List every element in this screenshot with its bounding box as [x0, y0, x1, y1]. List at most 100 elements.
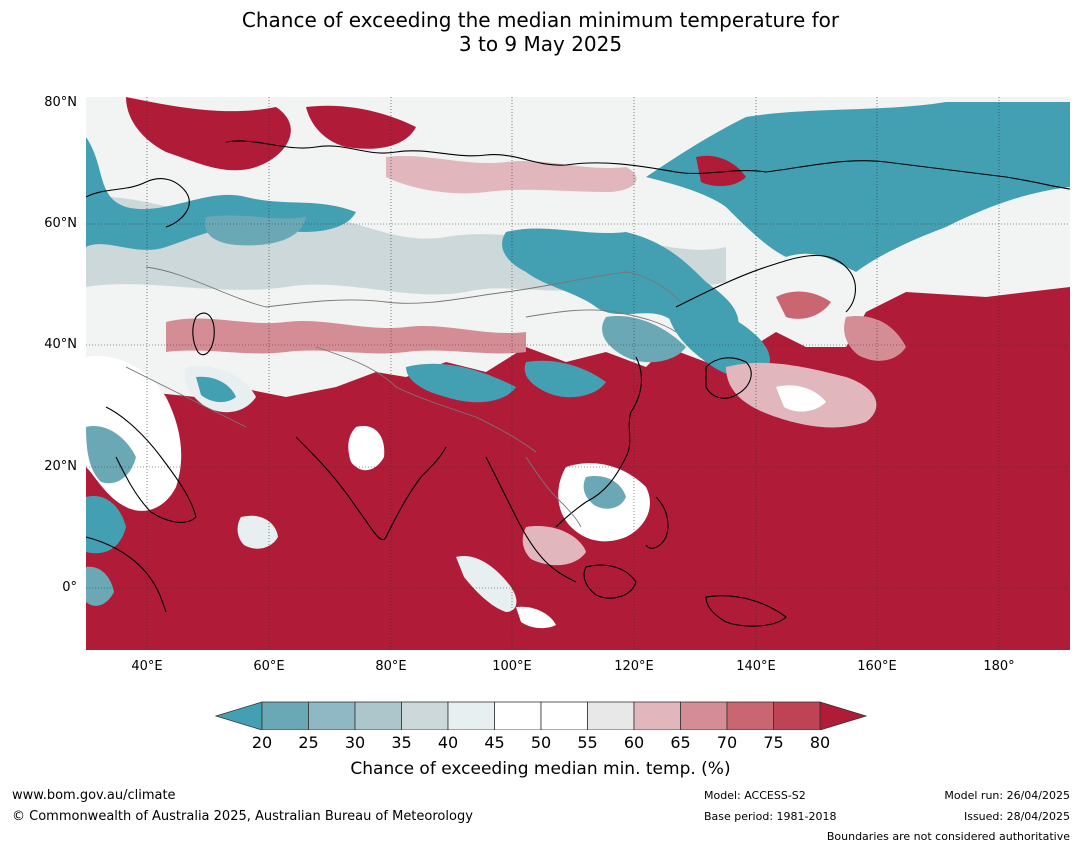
- footer-url[interactable]: www.bom.gov.au/climate: [12, 788, 176, 803]
- border-russia-south: [145, 266, 682, 308]
- colorbar-segment: [773, 701, 821, 730]
- colorbar-segments: [214, 701, 868, 730]
- zone-moderate-central-asia: [166, 318, 526, 354]
- title-line-2: 3 to 9 May 2025: [458, 32, 623, 56]
- zone-low-east-africa: [86, 496, 126, 554]
- lon-label-80e: 80°E: [375, 659, 407, 674]
- lon-label-140e: 140°E: [736, 659, 776, 674]
- coast-philippines: [645, 496, 669, 549]
- coast-africa: [86, 536, 167, 613]
- zone-high-kamchatka: [776, 291, 831, 319]
- colorbar-tick-label: 30: [344, 733, 366, 752]
- zone-moderate-north: [386, 155, 637, 194]
- border-mongolia: [525, 309, 677, 333]
- zone-low-east-siberia: [646, 102, 1070, 272]
- colorbar-label: Chance of exceeding median min. temp. (%…: [350, 759, 731, 779]
- colorbar-tick-label: 80: [809, 733, 831, 752]
- colorbar-segment: [633, 701, 681, 730]
- borders: [125, 266, 682, 528]
- colorbar-segment: [680, 701, 728, 730]
- coast-new-guinea: [705, 595, 787, 627]
- lat-label-80n: 80°N: [44, 95, 77, 110]
- coastlines: [86, 140, 1070, 627]
- colorbar-over-extension: [819, 701, 868, 730]
- colorbar-segment: [587, 701, 635, 730]
- coast-pacific-russia: [675, 254, 856, 313]
- chart-title: Chance of exceeding the median minimum t…: [0, 8, 1081, 56]
- colorbar-segment: [261, 701, 309, 730]
- lon-label-180: 180°: [983, 659, 1015, 674]
- colorbar-tick-label: 55: [577, 733, 598, 752]
- zone-neutral-sumatra: [456, 556, 517, 612]
- footer-model-run: Model run: 26/04/2025: [944, 789, 1070, 802]
- colorbar-segment: [494, 701, 542, 730]
- coast-korea-china: [555, 356, 642, 528]
- title-line-1: Chance of exceeding the median minimum t…: [241, 8, 840, 32]
- colorbar-tick-label: 75: [763, 733, 784, 752]
- border-middle-east: [125, 366, 247, 428]
- zone-low-arabia: [86, 426, 136, 484]
- footer-issued: Issued: 28/04/2025: [963, 810, 1070, 823]
- zone-high-siberia-east: [696, 155, 746, 187]
- colorbar-tick-label: 60: [623, 733, 645, 752]
- zone-low-manchuria: [666, 305, 770, 378]
- zone-neutral-india-2: [237, 515, 278, 549]
- footer-model: Model: ACCESS-S2: [704, 789, 806, 802]
- lat-label-0: 0°: [62, 580, 77, 595]
- colorbar-segment: [540, 701, 588, 730]
- lon-label-120e: 120°E: [614, 659, 654, 674]
- zone-high-scandinavia: [126, 97, 291, 171]
- zone-low-south-china-sea: [583, 476, 626, 509]
- footer-disclaimer: Boundaries are not considered authoritat…: [826, 830, 1070, 843]
- zone-low-persia: [196, 376, 236, 403]
- zone-low-tibet: [406, 363, 516, 403]
- lon-label-40e: 40°E: [131, 659, 163, 674]
- footer-copyright: © Commonwealth of Australia 2025, Austra…: [12, 809, 473, 824]
- coast-scandinavia: [86, 178, 190, 228]
- colorbar-segment: [401, 701, 449, 730]
- colorbar-segment: [308, 701, 356, 730]
- colorbar-under-extension: [214, 701, 263, 730]
- zone-neutral-java: [516, 606, 556, 629]
- coast-arctic: [225, 140, 1070, 190]
- coast-caspian: [192, 312, 215, 356]
- border-china-west: [315, 346, 537, 453]
- zone-neutral-india: [348, 426, 385, 471]
- colorbar-tick-label: 45: [484, 733, 505, 752]
- colorbar-segment: [447, 701, 495, 730]
- colorbar-segment: [354, 701, 402, 730]
- map-canvas: [86, 97, 1070, 650]
- coast-india: [295, 436, 447, 540]
- zone-high-north-russia: [306, 105, 416, 149]
- colorbar-tick-label: 25: [298, 733, 319, 752]
- zone-low-urals: [205, 215, 306, 246]
- lon-label-60e: 60°E: [253, 659, 285, 674]
- lat-label-20n: 20°N: [44, 459, 77, 474]
- zone-moderate-pacific-east: [844, 316, 906, 361]
- zone-neutral-pacific: [776, 385, 826, 412]
- border-indochina: [525, 456, 582, 528]
- coast-japan: [705, 357, 752, 399]
- colorbar-tick-label: 20: [251, 733, 273, 752]
- lat-label-60n: 60°N: [44, 216, 77, 231]
- coast-borneo: [583, 564, 637, 599]
- lon-label-100e: 100°E: [492, 659, 532, 674]
- colorbar-tick-label: 50: [530, 733, 552, 752]
- zone-low-horn-africa: [86, 566, 114, 606]
- lon-label-160e: 160°E: [857, 659, 897, 674]
- colorbar-segment: [726, 701, 774, 730]
- zone-low-mongolia: [602, 316, 686, 363]
- colorbar-tick-label: 40: [437, 733, 459, 752]
- colorbar: [214, 701, 868, 730]
- colorbar-tick-label: 65: [670, 733, 691, 752]
- coast-arabia: [105, 406, 197, 523]
- coast-se-asia: [485, 456, 577, 583]
- colorbar-tick-label: 70: [716, 733, 738, 752]
- probability-map: [86, 97, 1070, 650]
- colorbar-tick-label: 35: [391, 733, 412, 752]
- footer-base-period: Base period: 1981-2018: [704, 810, 837, 823]
- zone-moderate-south-china-sea: [522, 526, 586, 566]
- graticule: [86, 97, 1070, 650]
- lat-label-40n: 40°N: [44, 337, 77, 352]
- zone-low-china: [524, 360, 606, 398]
